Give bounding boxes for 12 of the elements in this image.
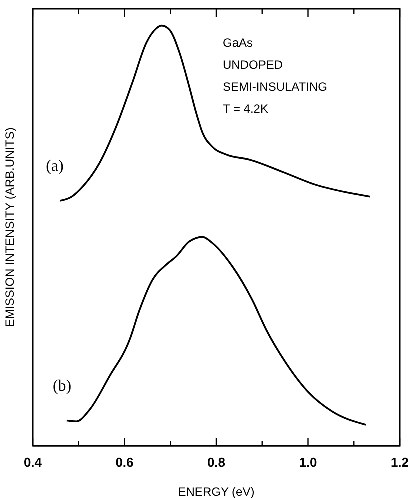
x-tick-label: 1.0 bbox=[299, 455, 318, 470]
x-tick-label: 1.2 bbox=[390, 455, 410, 470]
annotation: SEMI-INSULATING bbox=[223, 80, 328, 94]
x-tick-label: 0.8 bbox=[207, 455, 226, 470]
series-label: (b) bbox=[52, 378, 72, 395]
annotation: T = 4.2K bbox=[223, 102, 268, 116]
y-axis-title: EMISSION INTENSITY (ARB.UNITS) bbox=[3, 128, 17, 328]
series-label: (a) bbox=[46, 158, 64, 176]
x-tick-label: 0.6 bbox=[116, 455, 134, 470]
x-tick-label: 0.4 bbox=[24, 455, 43, 470]
annotation: UNDOPED bbox=[223, 58, 284, 72]
annotation: GaAs bbox=[223, 36, 254, 50]
